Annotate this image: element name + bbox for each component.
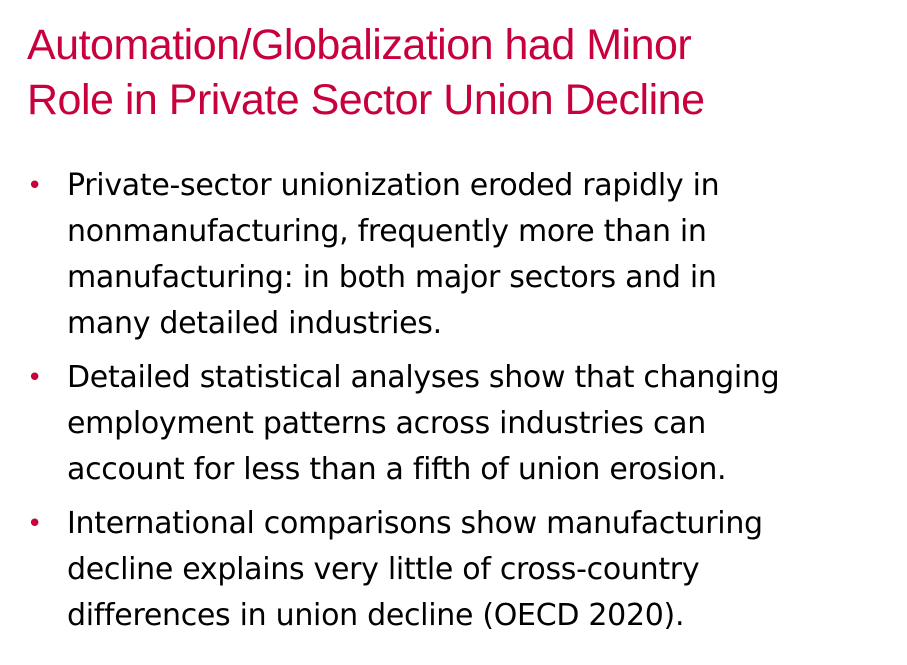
bullet-dot-icon: • <box>27 171 43 201</box>
slide-title-line-1: Automation/Globalization had Minor <box>27 21 692 69</box>
bullet-item-2: • Detailed statistical analyses show tha… <box>27 355 897 493</box>
bullet-1-line-4: many detailed industries. <box>67 306 442 341</box>
bullet-1-line-1: Private-sector unionization eroded rapid… <box>67 168 720 203</box>
bullet-2-line-2: employment patterns across industries ca… <box>67 406 706 441</box>
bullet-3-line-2: decline explains very little of cross-co… <box>67 552 700 587</box>
bullet-2-line-3: account for less than a fifth of union e… <box>67 452 727 487</box>
bullet-dot-icon: • <box>27 363 43 393</box>
bullet-1-line-2: nonmanufacturing, frequently more than i… <box>67 214 707 249</box>
bullet-item-3: • International comparisons show manufac… <box>27 501 897 639</box>
bullet-2-line-1: Detailed statistical analyses show that … <box>67 360 780 395</box>
bullet-3-line-1: International comparisons show manufactu… <box>67 506 763 541</box>
bullet-dot-icon: • <box>27 509 43 539</box>
bullet-list: • Private-sector unionization eroded rap… <box>27 163 897 647</box>
slide-title-line-2: Role in Private Sector Union Decline <box>27 76 705 124</box>
slide-title: Automation/Globalization had Minor Role … <box>27 18 887 128</box>
bullet-3-line-3: differences in union decline (OECD 2020)… <box>67 598 685 633</box>
bullet-item-1: • Private-sector unionization eroded rap… <box>27 163 897 347</box>
bullet-1-line-3: manufacturing: in both major sectors and… <box>67 260 717 295</box>
